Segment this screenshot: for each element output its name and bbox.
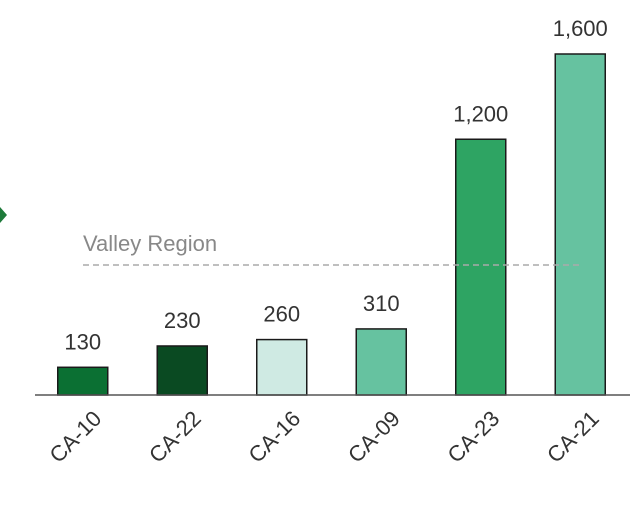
bar — [355, 328, 407, 396]
data-label: 1,200 — [453, 101, 508, 126]
x-tick-label: CA-22 — [144, 406, 206, 468]
x-tick-label: CA-16 — [244, 406, 306, 468]
data-label: 1,600 — [553, 16, 608, 41]
bar — [57, 366, 109, 396]
x-tick-label: CA-21 — [542, 406, 604, 468]
x-tick-label: CA-09 — [343, 406, 405, 468]
bar — [256, 338, 308, 396]
data-label: 230 — [164, 308, 201, 333]
x-tick-label: CA-10 — [45, 406, 107, 468]
data-label: 130 — [64, 329, 101, 354]
arrow-marker — [0, 207, 7, 223]
x-tick-label: CA-23 — [443, 406, 505, 468]
reference-label: Valley Region — [83, 231, 217, 256]
bar — [156, 345, 208, 396]
data-label: 310 — [363, 291, 400, 316]
bar — [455, 138, 507, 396]
data-label: 260 — [263, 302, 300, 327]
bar — [554, 53, 606, 396]
